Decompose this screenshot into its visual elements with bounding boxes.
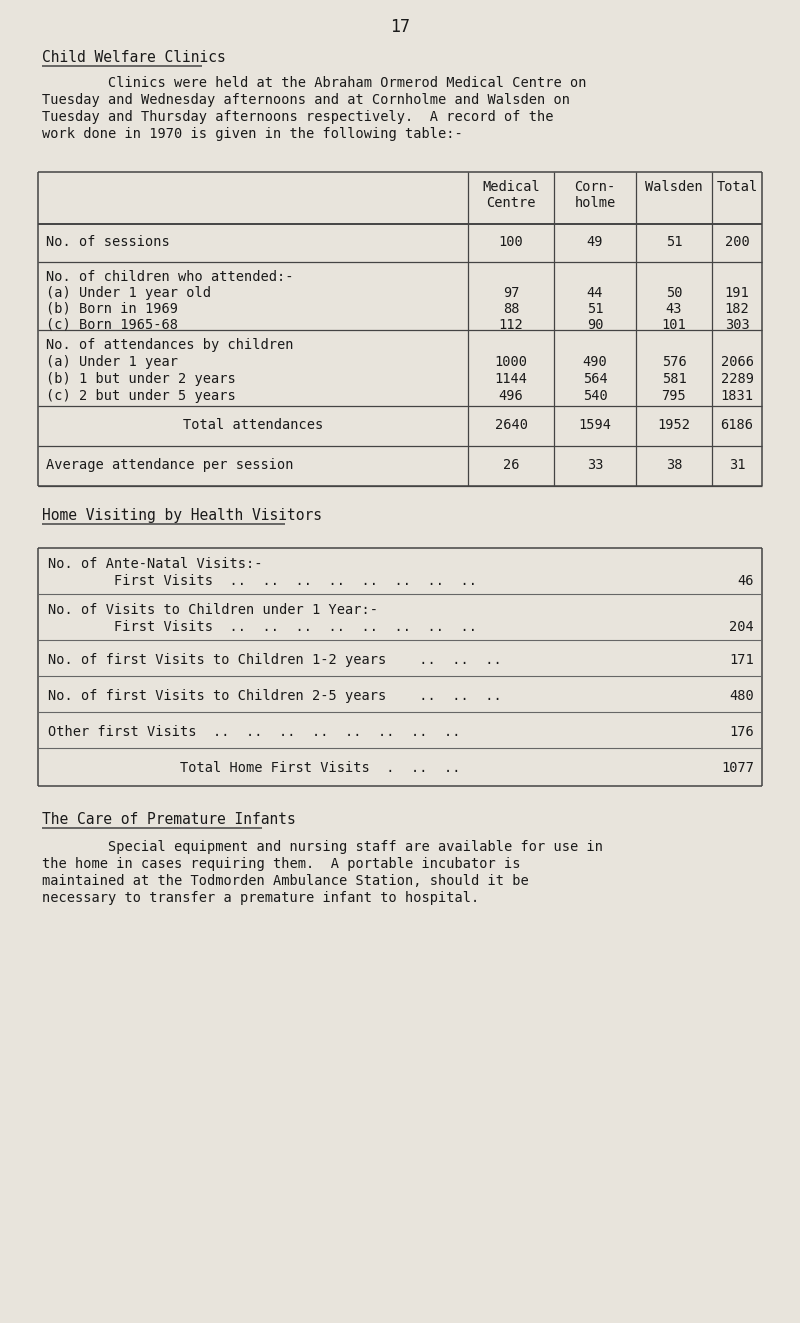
Text: 1077: 1077 (721, 761, 754, 775)
Text: 17: 17 (390, 19, 410, 36)
Text: 38: 38 (666, 458, 682, 472)
Text: Average attendance per session: Average attendance per session (46, 458, 294, 472)
Text: 46: 46 (738, 574, 754, 587)
Text: 176: 176 (730, 725, 754, 740)
Text: 1144: 1144 (494, 372, 527, 386)
Text: (b) Born in 1969: (b) Born in 1969 (46, 302, 178, 316)
Text: 795: 795 (662, 389, 686, 404)
Text: 1000: 1000 (494, 355, 527, 369)
Text: (c) 2 but under 5 years: (c) 2 but under 5 years (46, 389, 236, 404)
Text: 490: 490 (582, 355, 607, 369)
Text: 97: 97 (502, 286, 519, 300)
Text: Total: Total (716, 180, 758, 194)
Text: 480: 480 (730, 689, 754, 703)
Text: No. of first Visits to Children 2-5 years    ..  ..  ..: No. of first Visits to Children 2-5 year… (48, 689, 510, 703)
Text: First Visits  ..  ..  ..  ..  ..  ..  ..  ..: First Visits .. .. .. .. .. .. .. .. (48, 574, 477, 587)
Text: Other first Visits  ..  ..  ..  ..  ..  ..  ..  ..: Other first Visits .. .. .. .. .. .. .. … (48, 725, 461, 740)
Text: 1952: 1952 (658, 418, 690, 433)
Text: 564: 564 (582, 372, 607, 386)
Text: Walsden: Walsden (645, 180, 703, 194)
Text: 26: 26 (502, 458, 519, 472)
Text: Tuesday and Thursday afternoons respectively.  A record of the: Tuesday and Thursday afternoons respecti… (42, 110, 554, 124)
Text: 1831: 1831 (721, 389, 754, 404)
Text: Clinics were held at the Abraham Ormerod Medical Centre on: Clinics were held at the Abraham Ormerod… (42, 75, 586, 90)
Text: Tuesday and Wednesday afternoons and at Cornholme and Walsden on: Tuesday and Wednesday afternoons and at … (42, 93, 570, 107)
Text: No. of children who attended:-: No. of children who attended:- (46, 270, 294, 284)
Text: 31: 31 (729, 458, 746, 472)
Text: (a) Under 1 year: (a) Under 1 year (46, 355, 178, 369)
Text: the home in cases requiring them.  A portable incubator is: the home in cases requiring them. A port… (42, 857, 521, 871)
Text: 182: 182 (725, 302, 750, 316)
Text: 90: 90 (586, 318, 603, 332)
Text: (b) 1 but under 2 years: (b) 1 but under 2 years (46, 372, 236, 386)
Text: (c) Born 1965-68: (c) Born 1965-68 (46, 318, 178, 332)
Text: 303: 303 (725, 318, 750, 332)
Text: First Visits  ..  ..  ..  ..  ..  ..  ..  ..: First Visits .. .. .. .. .. .. .. .. (48, 620, 477, 634)
Text: 2289: 2289 (721, 372, 754, 386)
Text: 1594: 1594 (578, 418, 611, 433)
Text: 33: 33 (586, 458, 603, 472)
Text: 88: 88 (502, 302, 519, 316)
Text: 200: 200 (725, 235, 750, 249)
Text: 50: 50 (666, 286, 682, 300)
Text: 191: 191 (725, 286, 750, 300)
Text: 51: 51 (666, 235, 682, 249)
Text: 43: 43 (666, 302, 682, 316)
Text: 204: 204 (730, 620, 754, 634)
Text: Medical: Medical (482, 180, 540, 194)
Text: 540: 540 (582, 389, 607, 404)
Text: Total attendances: Total attendances (183, 418, 323, 433)
Text: holme: holme (574, 196, 616, 210)
Text: 112: 112 (498, 318, 523, 332)
Text: 49: 49 (586, 235, 603, 249)
Text: No. of Visits to Children under 1 Year:-: No. of Visits to Children under 1 Year:- (48, 603, 378, 617)
Text: No. of sessions: No. of sessions (46, 235, 170, 249)
Text: 2066: 2066 (721, 355, 754, 369)
Text: Child Welfare Clinics: Child Welfare Clinics (42, 50, 226, 65)
Text: 576: 576 (662, 355, 686, 369)
Text: Centre: Centre (486, 196, 536, 210)
Text: 6186: 6186 (721, 418, 754, 433)
Text: maintained at the Todmorden Ambulance Station, should it be: maintained at the Todmorden Ambulance St… (42, 875, 529, 888)
Text: (a) Under 1 year old: (a) Under 1 year old (46, 286, 211, 300)
Text: 171: 171 (730, 654, 754, 667)
Text: 101: 101 (662, 318, 686, 332)
Text: 51: 51 (586, 302, 603, 316)
Text: Total Home First Visits  .  ..  ..: Total Home First Visits . .. .. (48, 761, 461, 775)
Text: Corn-: Corn- (574, 180, 616, 194)
Text: 44: 44 (586, 286, 603, 300)
Text: 496: 496 (498, 389, 523, 404)
Text: Special equipment and nursing staff are available for use in: Special equipment and nursing staff are … (42, 840, 603, 855)
Text: 581: 581 (662, 372, 686, 386)
Text: No. of first Visits to Children 1-2 years    ..  ..  ..: No. of first Visits to Children 1-2 year… (48, 654, 510, 667)
Text: 100: 100 (498, 235, 523, 249)
Text: necessary to transfer a premature infant to hospital.: necessary to transfer a premature infant… (42, 890, 479, 905)
Text: No. of Ante-Natal Visits:-: No. of Ante-Natal Visits:- (48, 557, 262, 572)
Text: 2640: 2640 (494, 418, 527, 433)
Text: No. of attendances by children: No. of attendances by children (46, 337, 294, 352)
Text: Home Visiting by Health Visitors: Home Visiting by Health Visitors (42, 508, 322, 523)
Text: The Care of Premature Infants: The Care of Premature Infants (42, 812, 296, 827)
Text: work done in 1970 is given in the following table:-: work done in 1970 is given in the follow… (42, 127, 462, 142)
